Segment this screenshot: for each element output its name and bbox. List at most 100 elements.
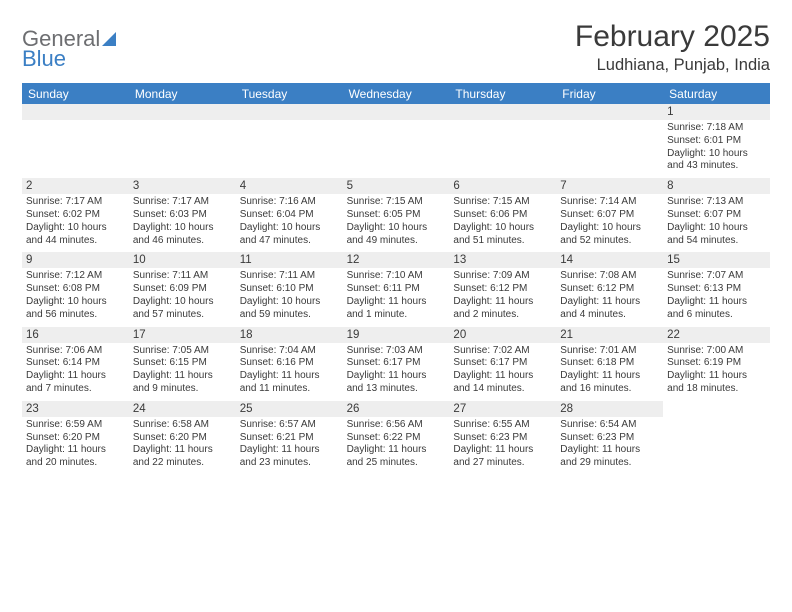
day-body: Sunrise: 6:56 AMSunset: 6:22 PMDaylight:… — [343, 417, 450, 475]
calendar-grid: SundayMondayTuesdayWednesdayThursdayFrid… — [22, 84, 770, 475]
day-number: 26 — [343, 401, 450, 417]
calendar-cell: 4Sunrise: 7:16 AMSunset: 6:04 PMDaylight… — [236, 178, 343, 252]
day-body: Sunrise: 7:16 AMSunset: 6:04 PMDaylight:… — [236, 194, 343, 252]
weekday-header: Tuesday — [236, 84, 343, 104]
day-body — [663, 417, 770, 473]
calendar-cell: 15Sunrise: 7:07 AMSunset: 6:13 PMDayligh… — [663, 252, 770, 326]
calendar-cell: 10Sunrise: 7:11 AMSunset: 6:09 PMDayligh… — [129, 252, 236, 326]
day-number: 22 — [663, 327, 770, 343]
day-body — [236, 120, 343, 176]
calendar-cell: 27Sunrise: 6:55 AMSunset: 6:23 PMDayligh… — [449, 401, 556, 475]
day-body: Sunrise: 7:07 AMSunset: 6:13 PMDaylight:… — [663, 268, 770, 326]
logo-triangle-icon — [102, 32, 116, 46]
calendar-cell — [556, 104, 663, 178]
day-body: Sunrise: 6:58 AMSunset: 6:20 PMDaylight:… — [129, 417, 236, 475]
day-body: Sunrise: 7:00 AMSunset: 6:19 PMDaylight:… — [663, 343, 770, 401]
day-number: 25 — [236, 401, 343, 417]
day-body: Sunrise: 7:01 AMSunset: 6:18 PMDaylight:… — [556, 343, 663, 401]
day-number — [236, 104, 343, 120]
calendar-cell: 1Sunrise: 7:18 AMSunset: 6:01 PMDaylight… — [663, 104, 770, 178]
header: General Blue February 2025 Ludhiana, Pun… — [22, 20, 770, 75]
calendar-cell: 7Sunrise: 7:14 AMSunset: 6:07 PMDaylight… — [556, 178, 663, 252]
day-body: Sunrise: 7:18 AMSunset: 6:01 PMDaylight:… — [663, 120, 770, 178]
day-body: Sunrise: 7:11 AMSunset: 6:10 PMDaylight:… — [236, 268, 343, 326]
day-body: Sunrise: 7:11 AMSunset: 6:09 PMDaylight:… — [129, 268, 236, 326]
calendar-cell — [236, 104, 343, 178]
day-body: Sunrise: 7:08 AMSunset: 6:12 PMDaylight:… — [556, 268, 663, 326]
day-number — [556, 104, 663, 120]
calendar-cell: 3Sunrise: 7:17 AMSunset: 6:03 PMDaylight… — [129, 178, 236, 252]
day-body: Sunrise: 7:09 AMSunset: 6:12 PMDaylight:… — [449, 268, 556, 326]
day-body: Sunrise: 7:02 AMSunset: 6:17 PMDaylight:… — [449, 343, 556, 401]
day-number: 13 — [449, 252, 556, 268]
calendar-cell: 2Sunrise: 7:17 AMSunset: 6:02 PMDaylight… — [22, 178, 129, 252]
calendar-cell — [343, 104, 450, 178]
calendar-cell: 13Sunrise: 7:09 AMSunset: 6:12 PMDayligh… — [449, 252, 556, 326]
day-body: Sunrise: 7:17 AMSunset: 6:03 PMDaylight:… — [129, 194, 236, 252]
day-number — [22, 104, 129, 120]
title-block: February 2025 Ludhiana, Punjab, India — [575, 20, 770, 75]
day-number: 9 — [22, 252, 129, 268]
calendar-cell: 17Sunrise: 7:05 AMSunset: 6:15 PMDayligh… — [129, 327, 236, 401]
day-body: Sunrise: 7:06 AMSunset: 6:14 PMDaylight:… — [22, 343, 129, 401]
calendar-cell: 28Sunrise: 6:54 AMSunset: 6:23 PMDayligh… — [556, 401, 663, 475]
day-body: Sunrise: 7:05 AMSunset: 6:15 PMDaylight:… — [129, 343, 236, 401]
logo-text-2: Blue — [22, 46, 66, 71]
day-number: 3 — [129, 178, 236, 194]
day-number: 8 — [663, 178, 770, 194]
day-body — [343, 120, 450, 176]
day-number — [343, 104, 450, 120]
day-body: Sunrise: 6:57 AMSunset: 6:21 PMDaylight:… — [236, 417, 343, 475]
day-number — [449, 104, 556, 120]
day-number: 20 — [449, 327, 556, 343]
day-number: 28 — [556, 401, 663, 417]
calendar-cell — [129, 104, 236, 178]
day-number — [663, 401, 770, 417]
weekday-header: Sunday — [22, 84, 129, 104]
day-body — [129, 120, 236, 176]
day-body — [449, 120, 556, 176]
day-number: 27 — [449, 401, 556, 417]
day-number: 7 — [556, 178, 663, 194]
calendar-cell: 26Sunrise: 6:56 AMSunset: 6:22 PMDayligh… — [343, 401, 450, 475]
calendar-cell: 20Sunrise: 7:02 AMSunset: 6:17 PMDayligh… — [449, 327, 556, 401]
day-body: Sunrise: 7:15 AMSunset: 6:06 PMDaylight:… — [449, 194, 556, 252]
day-body: Sunrise: 7:03 AMSunset: 6:17 PMDaylight:… — [343, 343, 450, 401]
day-body: Sunrise: 6:54 AMSunset: 6:23 PMDaylight:… — [556, 417, 663, 475]
day-number: 2 — [22, 178, 129, 194]
day-number: 1 — [663, 104, 770, 120]
calendar-cell: 9Sunrise: 7:12 AMSunset: 6:08 PMDaylight… — [22, 252, 129, 326]
calendar-cell: 18Sunrise: 7:04 AMSunset: 6:16 PMDayligh… — [236, 327, 343, 401]
day-number — [129, 104, 236, 120]
day-number: 24 — [129, 401, 236, 417]
calendar-cell — [663, 401, 770, 475]
calendar-cell: 23Sunrise: 6:59 AMSunset: 6:20 PMDayligh… — [22, 401, 129, 475]
day-body: Sunrise: 7:10 AMSunset: 6:11 PMDaylight:… — [343, 268, 450, 326]
day-body: Sunrise: 7:14 AMSunset: 6:07 PMDaylight:… — [556, 194, 663, 252]
logo: General Blue — [22, 26, 116, 72]
day-number: 14 — [556, 252, 663, 268]
calendar-cell: 16Sunrise: 7:06 AMSunset: 6:14 PMDayligh… — [22, 327, 129, 401]
month-title: February 2025 — [575, 20, 770, 54]
day-body: Sunrise: 7:12 AMSunset: 6:08 PMDaylight:… — [22, 268, 129, 326]
day-number: 21 — [556, 327, 663, 343]
day-number: 23 — [22, 401, 129, 417]
day-number: 10 — [129, 252, 236, 268]
location-subtitle: Ludhiana, Punjab, India — [575, 56, 770, 75]
day-body: Sunrise: 7:13 AMSunset: 6:07 PMDaylight:… — [663, 194, 770, 252]
day-number: 4 — [236, 178, 343, 194]
day-number: 12 — [343, 252, 450, 268]
day-body: Sunrise: 7:15 AMSunset: 6:05 PMDaylight:… — [343, 194, 450, 252]
calendar-cell: 19Sunrise: 7:03 AMSunset: 6:17 PMDayligh… — [343, 327, 450, 401]
day-body — [22, 120, 129, 176]
day-number: 6 — [449, 178, 556, 194]
calendar-cell: 21Sunrise: 7:01 AMSunset: 6:18 PMDayligh… — [556, 327, 663, 401]
day-number: 11 — [236, 252, 343, 268]
weekday-header: Thursday — [449, 84, 556, 104]
calendar-cell: 22Sunrise: 7:00 AMSunset: 6:19 PMDayligh… — [663, 327, 770, 401]
calendar-cell: 6Sunrise: 7:15 AMSunset: 6:06 PMDaylight… — [449, 178, 556, 252]
calendar-cell: 11Sunrise: 7:11 AMSunset: 6:10 PMDayligh… — [236, 252, 343, 326]
day-number: 5 — [343, 178, 450, 194]
calendar-cell — [22, 104, 129, 178]
calendar-cell: 25Sunrise: 6:57 AMSunset: 6:21 PMDayligh… — [236, 401, 343, 475]
